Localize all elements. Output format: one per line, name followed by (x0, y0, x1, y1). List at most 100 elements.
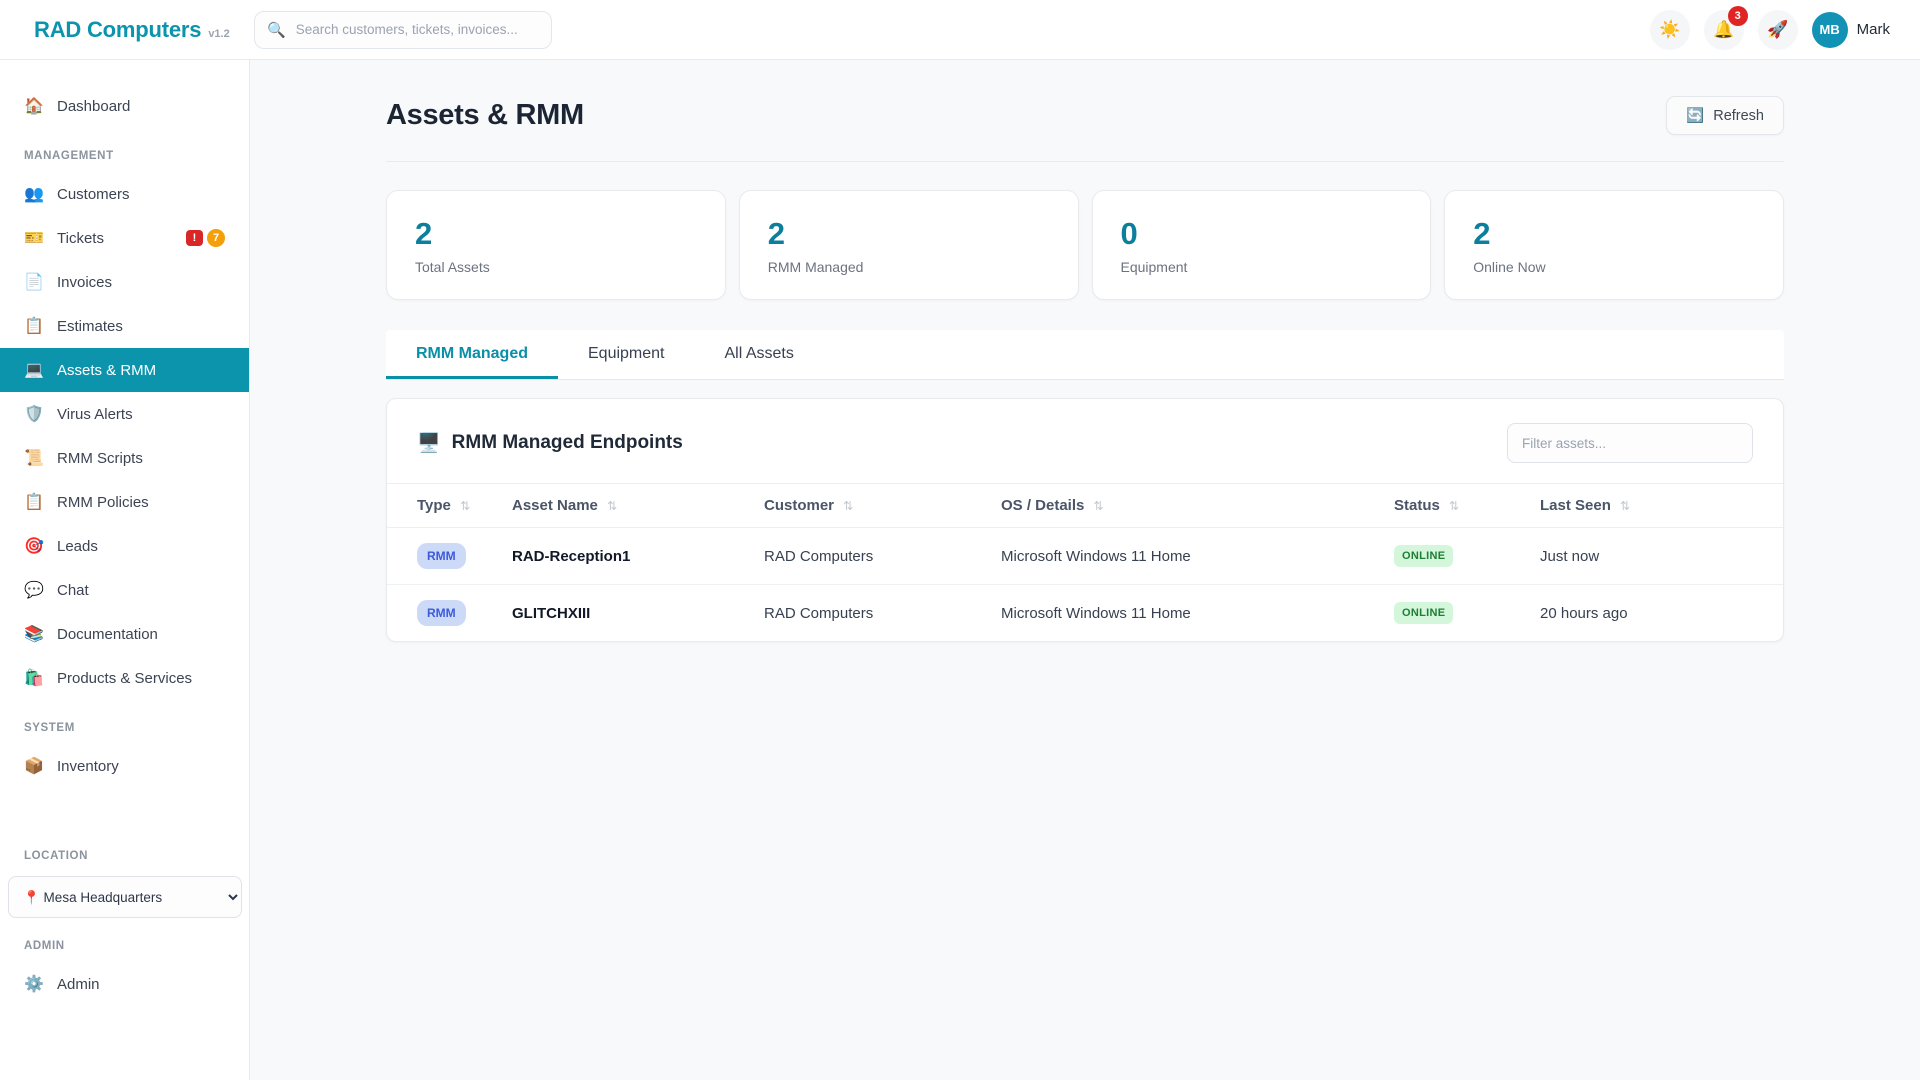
notification-count-badge: 3 (1727, 5, 1748, 26)
desktop-computer-icon: 🖥️ (417, 433, 441, 455)
home-icon: 🏠 (24, 98, 44, 115)
app-version: v1.2 (208, 27, 230, 40)
asset-name-cell: RAD-Reception1 (512, 527, 764, 586)
asset-tabs: RMM Managed Equipment All Assets (386, 330, 1784, 381)
sidebar-item-label: Chat (57, 581, 89, 599)
last-seen-cell: 20 hours ago (1540, 604, 1628, 622)
package-icon: 📦 (24, 758, 44, 775)
brand: RAD Computers v1.2 (0, 17, 250, 43)
page-header: Assets & RMM 🔄 Refresh (386, 96, 1784, 162)
stat-value: 2 (1473, 216, 1491, 251)
top-bar: RAD Computers v1.2 🔍 ☀️ 🔔 3 🚀 MB Mark (0, 0, 1920, 60)
column-header-os-details[interactable]: OS / Details ⇅ (1001, 483, 1394, 529)
tab-all-assets[interactable]: All Assets (724, 345, 794, 363)
bell-icon: 🔔 (1713, 19, 1735, 39)
sidebar-item-documentation[interactable]: 📚 Documentation (0, 612, 249, 656)
table-row[interactable]: RMM RAD-Reception1 RAD Computers Microso… (387, 527, 1783, 586)
shopping-bags-icon: 🛍️ (24, 670, 44, 687)
user-menu[interactable]: MB Mark (1811, 11, 1890, 48)
customer-cell: RAD Computers (764, 604, 874, 622)
sidebar-item-admin[interactable]: ⚙️ Admin (0, 962, 249, 1006)
sort-icon: ⇅ (1449, 499, 1460, 514)
laptop-icon: 💻 (24, 362, 44, 379)
column-header-customer[interactable]: Customer ⇅ (764, 483, 1001, 529)
stat-value: 2 (767, 216, 785, 251)
sidebar-item-label: RMM Policies (57, 493, 149, 511)
search-input[interactable] (295, 22, 526, 37)
books-icon: 📚 (24, 626, 44, 643)
sidebar-item-chat[interactable]: 💬 Chat (0, 568, 249, 612)
topbar-actions: ☀️ 🔔 3 🚀 MB Mark (1649, 5, 1920, 50)
sidebar-item-label: RMM Scripts (57, 449, 143, 467)
sidebar-item-customers[interactable]: 👥 Customers (0, 172, 249, 216)
panel-title: RMM Managed Endpoints (451, 432, 683, 454)
rmm-type-badge: RMM (417, 600, 466, 627)
refresh-button[interactable]: 🔄 Refresh (1666, 96, 1784, 135)
sidebar-item-label: Customers (57, 185, 130, 203)
avatar: MB (1811, 11, 1848, 48)
sidebar-item-rmm-scripts[interactable]: 📜 RMM Scripts (0, 436, 249, 480)
notifications-button[interactable]: 🔔 3 (1703, 5, 1748, 50)
location-select[interactable]: 📍 Mesa Headquarters (8, 876, 242, 918)
sidebar-item-products-services[interactable]: 🛍️ Products & Services (0, 656, 249, 700)
shield-icon: 🛡️ (24, 406, 44, 423)
sidebar-item-label: Leads (57, 537, 98, 555)
sidebar: 🏠 Dashboard MANAGEMENT 👥 Customers 🎫 Tic… (0, 60, 250, 1080)
status-badge: ONLINE (1394, 602, 1454, 625)
ticket-icon: 🎫 (24, 230, 44, 247)
sidebar-item-dashboard[interactable]: 🏠 Dashboard (0, 84, 249, 128)
gear-icon: ⚙️ (24, 976, 44, 993)
ticket-badges: ! 7 (186, 229, 225, 247)
global-search[interactable]: 🔍 (254, 10, 552, 49)
column-header-last-seen[interactable]: Last Seen ⇅ (1540, 483, 1783, 529)
ticket-count-badge: 7 (207, 229, 225, 247)
sun-icon: ☀️ (1659, 19, 1681, 39)
sidebar-item-label: Assets & RMM (57, 361, 157, 379)
document-icon: 📄 (24, 274, 44, 291)
stat-card-online-now: 2 Online Now (1444, 190, 1784, 301)
sidebar-item-assets-rmm[interactable]: 💻 Assets & RMM (0, 348, 249, 392)
user-name: Mark (1856, 21, 1890, 38)
sidebar-item-rmm-policies[interactable]: 📋 RMM Policies (0, 480, 249, 524)
refresh-icon: 🔄 (1686, 108, 1705, 124)
table-row[interactable]: RMM GLITCHXIII RAD Computers Microsoft W… (387, 585, 1783, 642)
search-icon: 🔍 (267, 21, 286, 39)
rocket-icon: 🚀 (1767, 19, 1789, 39)
os-details-cell: Microsoft Windows 11 Home (1001, 604, 1191, 622)
customer-cell: RAD Computers (764, 527, 1001, 586)
sidebar-section-management: MANAGEMENT (24, 150, 114, 162)
sidebar-item-virus-alerts[interactable]: 🛡️ Virus Alerts (0, 392, 249, 436)
theme-toggle-button[interactable]: ☀️ (1649, 9, 1690, 50)
app-logo: RAD Computers (34, 16, 202, 42)
sidebar-item-inventory[interactable]: 📦 Inventory (0, 744, 249, 788)
stats-row: 2 Total Assets 2 RMM Managed 0 Equipment… (386, 190, 1784, 301)
clipboard-icon: 📋 (24, 318, 44, 335)
filter-assets-input[interactable] (1507, 423, 1753, 464)
sidebar-item-label: Dashboard (57, 97, 131, 115)
main-content: Assets & RMM 🔄 Refresh 2 Total Assets 2 … (250, 60, 1920, 1080)
stat-card-equipment: 0 Equipment (1091, 190, 1432, 301)
stat-value: 0 (1120, 216, 1138, 251)
users-icon: 👥 (24, 186, 44, 203)
sidebar-item-tickets[interactable]: 🎫 Tickets ! 7 (0, 216, 249, 260)
stat-value: 2 (415, 216, 433, 251)
launch-button[interactable]: 🚀 (1757, 9, 1798, 50)
column-header-type[interactable]: Type ⇅ (387, 483, 512, 529)
sidebar-item-leads[interactable]: 🎯 Leads (0, 524, 249, 568)
tab-rmm-managed[interactable]: RMM Managed (386, 330, 558, 380)
sidebar-item-label: Admin (57, 975, 100, 993)
column-header-asset-name[interactable]: Asset Name ⇅ (512, 483, 764, 529)
column-header-status[interactable]: Status ⇅ (1394, 483, 1540, 529)
rmm-endpoints-panel: 🖥️ RMM Managed Endpoints Type ⇅ Asset Na… (386, 398, 1784, 643)
sidebar-item-label: Invoices (57, 273, 113, 291)
sort-icon: ⇅ (1093, 499, 1104, 514)
clipboard-icon: 📋 (24, 494, 44, 511)
sidebar-section-admin: ADMIN (24, 940, 65, 952)
tab-equipment[interactable]: Equipment (588, 345, 665, 363)
sidebar-section-system: SYSTEM (24, 722, 75, 734)
sidebar-item-estimates[interactable]: 📋 Estimates (0, 304, 249, 348)
status-badge: ONLINE (1394, 545, 1454, 568)
sidebar-section-location: LOCATION (24, 850, 88, 862)
speech-bubble-icon: 💬 (24, 582, 44, 599)
sidebar-item-invoices[interactable]: 📄 Invoices (0, 260, 249, 304)
